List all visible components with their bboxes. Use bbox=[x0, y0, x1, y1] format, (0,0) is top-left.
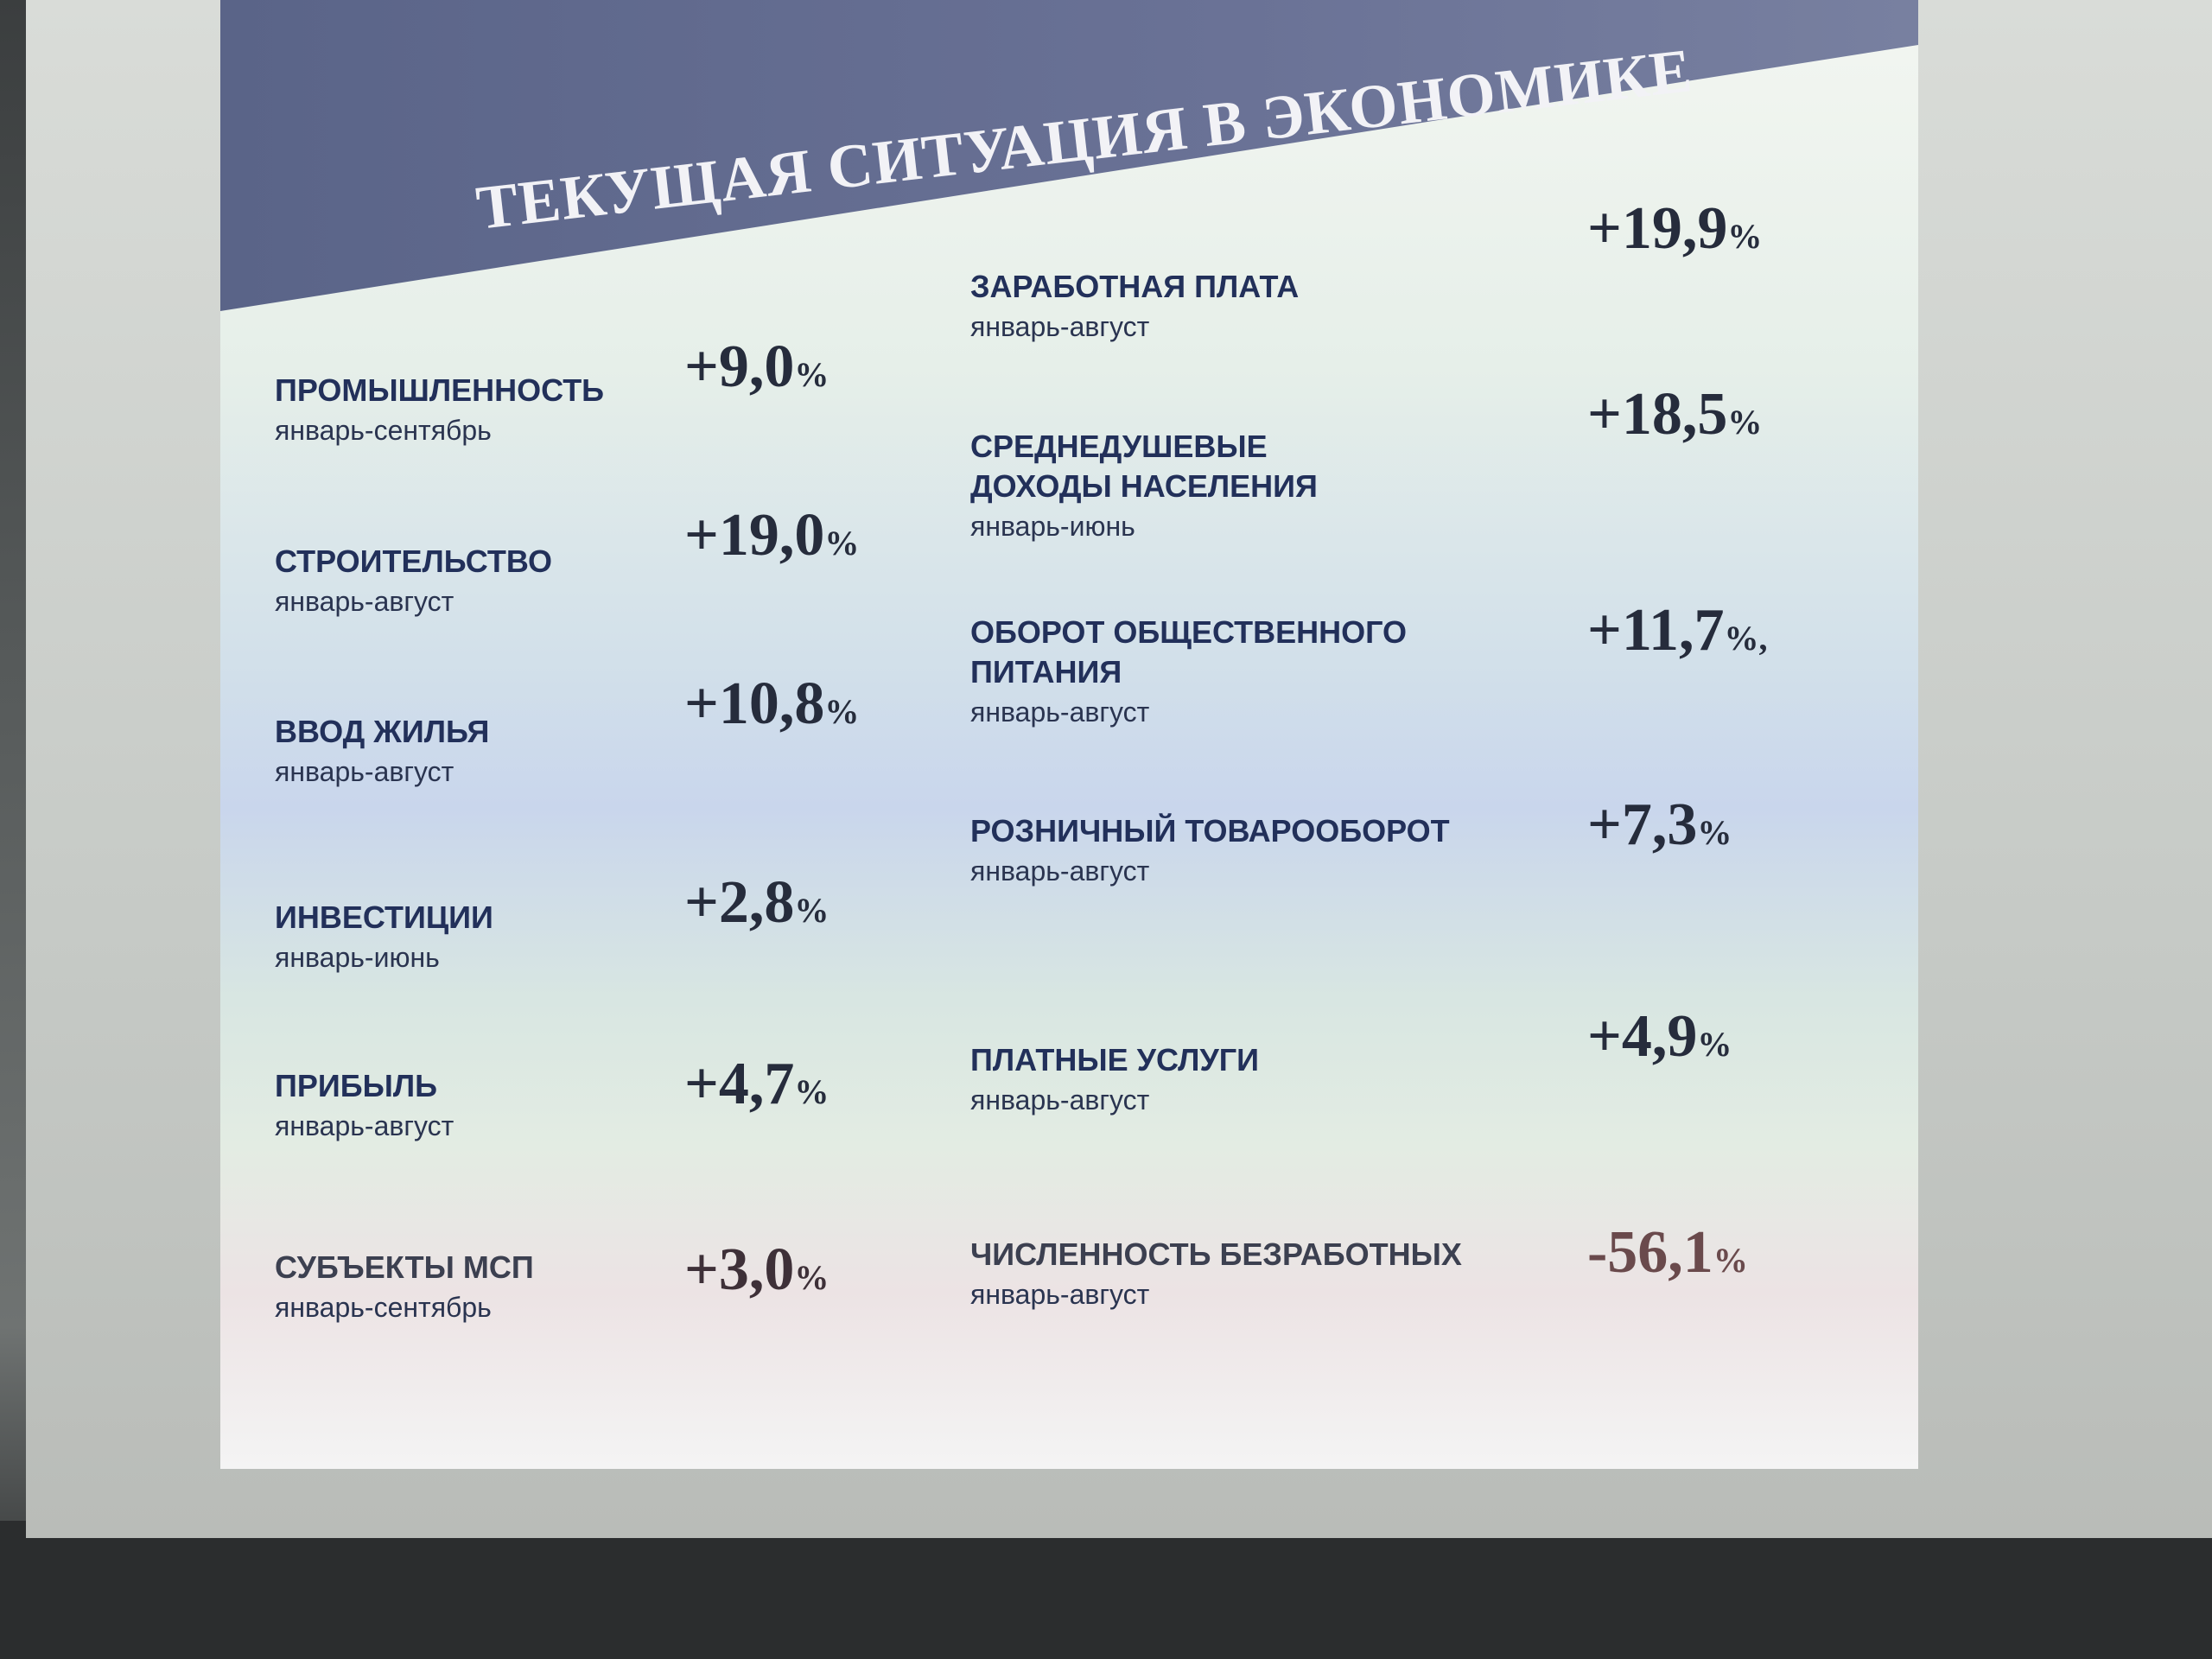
item-value: +11,7%, bbox=[1587, 597, 1768, 664]
item-value: +7,3% bbox=[1587, 791, 1732, 858]
item-unit: % bbox=[794, 355, 830, 394]
item-label: СТРОИТЕЛЬСТВО bbox=[275, 543, 552, 579]
item-label: СРЕДНЕДУШЕВЫЕ bbox=[970, 429, 1268, 464]
wall bbox=[0, 1521, 2212, 1659]
item-unit: % bbox=[794, 1072, 830, 1111]
item-period: январь-август bbox=[970, 1084, 1150, 1116]
item-unit: % bbox=[794, 1258, 830, 1297]
slide: ТЕКУЩАЯ СИТУАЦИЯ В ЭКОНОМИКЕ ПРОМЫШЛЕННО… bbox=[220, 0, 1918, 1469]
item-value: +19,9% bbox=[1587, 195, 1763, 262]
item-period: январь-август bbox=[970, 696, 1150, 728]
item-unit: %, bbox=[1724, 619, 1768, 658]
item-period: январь-август bbox=[275, 756, 454, 787]
item-label: ДОХОДЫ НАСЕЛЕНИЯ bbox=[970, 468, 1318, 504]
item-period: январь-август bbox=[970, 855, 1150, 887]
item-value: +4,7% bbox=[684, 1051, 830, 1117]
item-label: ПЛАТНЫЕ УСЛУГИ bbox=[970, 1042, 1260, 1077]
item-value: +2,8% bbox=[684, 869, 830, 936]
item-unit: % bbox=[1727, 217, 1763, 256]
item-label: ПИТАНИЯ bbox=[970, 654, 1122, 690]
item-label: СУБЪЕКТЫ МСП bbox=[275, 1249, 534, 1285]
item-period: январь-август bbox=[970, 1279, 1150, 1310]
item-unit: % bbox=[824, 524, 860, 563]
item-unit: % bbox=[1713, 1241, 1748, 1280]
item-value: +18,5% bbox=[1587, 381, 1763, 448]
item-period: январь-август bbox=[275, 586, 454, 617]
item-unit: % bbox=[1727, 403, 1763, 442]
item-period: январь-сентябрь bbox=[275, 1292, 492, 1323]
item-unit: % bbox=[1697, 813, 1732, 852]
item-label: РОЗНИЧНЫЙ ТОВАРООБОРОТ bbox=[970, 813, 1450, 849]
item-label: ПРИБЫЛЬ bbox=[275, 1068, 438, 1103]
item-unit: % bbox=[794, 891, 830, 930]
item-value: +10,8% bbox=[684, 671, 860, 737]
item-label: ЗАРАБОТНАЯ ПЛАТА bbox=[970, 269, 1300, 304]
item-unit: % bbox=[824, 692, 860, 731]
item-unit: % bbox=[1697, 1025, 1732, 1064]
item-value: +4,9% bbox=[1587, 1003, 1732, 1070]
item-value: +3,0% bbox=[684, 1236, 830, 1303]
item-label: ИНВЕСТИЦИИ bbox=[275, 899, 493, 935]
item-label: ПРОМЫШЛЕННОСТЬ bbox=[275, 372, 605, 408]
item-period: январь-август bbox=[970, 311, 1150, 342]
item-value: -56,1% bbox=[1587, 1219, 1748, 1286]
item-period: январь-июнь bbox=[970, 511, 1135, 542]
item-period: январь-сентябрь bbox=[275, 415, 492, 446]
item-value: +9,0% bbox=[684, 334, 830, 400]
item-label: ОБОРОТ ОБЩЕСТВЕННОГО bbox=[970, 614, 1408, 650]
item-period: январь-август bbox=[275, 1110, 454, 1141]
item-value: +19,0% bbox=[684, 502, 860, 569]
item-label: ВВОД ЖИЛЬЯ bbox=[275, 714, 490, 749]
item-label: ЧИСЛЕННОСТЬ БЕЗРАБОТНЫХ bbox=[970, 1236, 1462, 1272]
item-period: январь-июнь bbox=[275, 942, 440, 973]
